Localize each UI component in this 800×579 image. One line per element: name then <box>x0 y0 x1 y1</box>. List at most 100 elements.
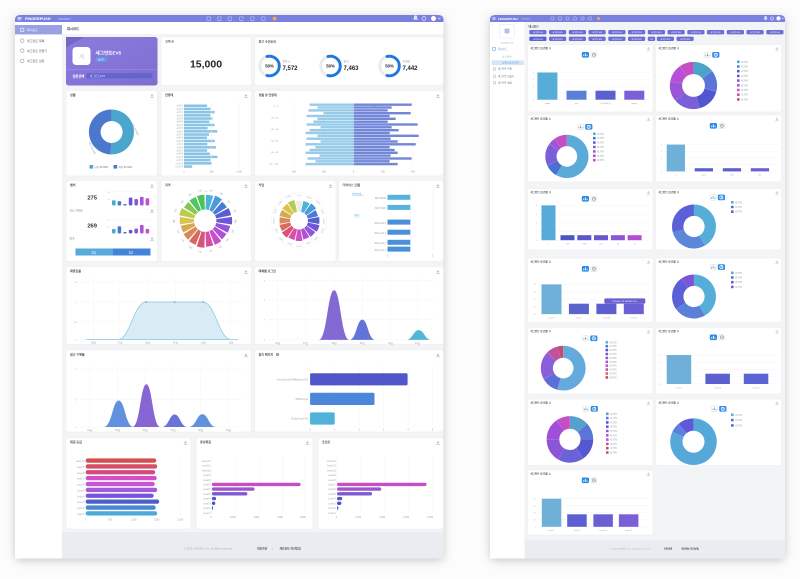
svg-text:세그먼트 EV5: 세그먼트 EV5 <box>592 38 602 41</box>
svg-text:Level 7: Level 7 <box>77 479 85 481</box>
svg-text:세그먼트 (조건별) 수: 세그먼트 (조건별) 수 <box>531 260 552 264</box>
svg-text:이메일: 이메일 <box>403 60 411 64</box>
svg-text:대시보드: 대시보드 <box>498 47 508 51</box>
svg-text:iOS: iOS <box>355 213 360 217</box>
svg-text:iPhone13,1: iPhone13,1 <box>374 250 386 252</box>
svg-text:세그먼트 EV5: 세그먼트 EV5 <box>750 31 760 34</box>
svg-text:포인트: 포인트 <box>322 439 331 444</box>
svg-text:Level 6: Level 6 <box>77 485 85 487</box>
svg-text:09월: 09월 <box>173 341 178 345</box>
svg-text:성별 및 연령대: 성별 및 연령대 <box>259 92 277 97</box>
svg-text:2: 2 <box>661 165 662 167</box>
svg-text:500: 500 <box>204 202 207 204</box>
svg-text:2.5: 2.5 <box>533 284 536 286</box>
svg-text:Level 12: Level 12 <box>625 530 632 532</box>
svg-text:접근 구매율: 접근 구매율 <box>70 352 85 357</box>
svg-text:있음: 있음 <box>92 251 97 255</box>
svg-text:Level 2: Level 2 <box>77 508 85 510</box>
svg-text:/00.jsp?code+00: /00.jsp?code+00 <box>291 419 309 421</box>
svg-text:세그먼트 EV5: 세그먼트 EV5 <box>632 31 642 34</box>
svg-text:Level 8: Level 8 <box>203 480 211 482</box>
svg-text:Level 1: Level 1 <box>203 513 211 515</box>
svg-text:2: 2 <box>536 231 537 233</box>
svg-text:세그먼트 (조건별) 수: 세그먼트 (조건별) 수 <box>659 329 680 333</box>
svg-text:세그먼트 EV5: 세그먼트 EV5 <box>533 38 543 41</box>
svg-text:0: 0 <box>533 100 534 102</box>
svg-text:iPhone15,3: iPhone15,3 <box>374 233 386 235</box>
svg-text:Level 4: Level 4 <box>77 496 85 498</box>
svg-text:0: 0 <box>659 384 660 386</box>
svg-text:세그먼트 EV5: 세그먼트 EV5 <box>572 38 582 41</box>
svg-text:500: 500 <box>210 171 215 174</box>
svg-text:Level 4: Level 4 <box>203 499 211 501</box>
svg-text:275: 275 <box>87 196 97 202</box>
svg-text:7,572: 7,572 <box>283 66 299 72</box>
svg-text:사용자 유저 분석: 사용자 유저 분석 <box>502 61 519 65</box>
svg-text:8: 8 <box>661 144 662 146</box>
svg-text:000: 000 <box>730 175 733 177</box>
svg-text:남자 48.59%: 남자 48.59% <box>95 165 110 169</box>
svg-text:세그먼트 EV5: 세그먼트 EV5 <box>711 31 721 34</box>
svg-text:SEGMENT: SEGMENT <box>58 17 71 21</box>
svg-text:2.0: 2.0 <box>533 499 536 501</box>
svg-text:0.5: 0.5 <box>533 520 536 522</box>
svg-text:07월: 07월 <box>303 341 308 345</box>
svg-text:가자: 가자 <box>650 38 654 41</box>
svg-text:2.0: 2.0 <box>533 292 536 294</box>
svg-text:Level 10: Level 10 <box>202 470 211 472</box>
svg-text:FINGERPUSH: FINGERPUSH <box>25 16 51 21</box>
svg-text:여자 50.44%: 여자 50.44% <box>119 165 134 169</box>
svg-text:Level 12: Level 12 <box>752 387 759 389</box>
svg-text:세그먼트 (조건별) 수: 세그먼트 (조건별) 수 <box>531 472 552 476</box>
svg-text:07월: 07월 <box>171 428 176 432</box>
svg-text:FINGERPUSH: FINGERPUSH <box>498 17 518 21</box>
svg-text:연령대: 연령대 <box>165 92 174 97</box>
svg-text:세그먼트 (조건별) 수: 세그먼트 (조건별) 수 <box>531 46 552 50</box>
svg-text:Level 2: Level 2 <box>203 508 211 510</box>
svg-text:세그먼트 (조건별) 수: 세그먼트 (조건별) 수 <box>531 190 552 194</box>
svg-text:세그먼트 만들기: 세그먼트 만들기 <box>27 48 47 53</box>
svg-text:50%: 50% <box>385 64 394 69</box>
svg-text:세그먼트 목록: 세그먼트 목록 <box>27 38 45 43</box>
svg-text:© 2020, WISHKY, Inc. all right: © 2020, WISHKY, Inc. all rights reserved… <box>184 547 233 551</box>
svg-text:Level 7: Level 7 <box>328 485 336 487</box>
svg-text:11월: 11월 <box>229 341 234 345</box>
svg-text:4: 4 <box>661 158 662 160</box>
svg-text:06월: 06월 <box>143 428 148 432</box>
svg-text:회원 등급: 회원 등급 <box>70 439 82 444</box>
svg-text:Level 4: Level 4 <box>328 499 336 501</box>
svg-text:10월: 10월 <box>388 341 393 345</box>
svg-text:이용약관: 이용약관 <box>257 547 268 551</box>
svg-text:Level 5: Level 5 <box>77 490 85 492</box>
svg-text:세그먼트 EV5: 세그먼트 EV5 <box>533 31 543 34</box>
svg-text:80 - 89: 80 - 89 <box>271 152 279 154</box>
svg-text:iPhone15,6: iPhone15,6 <box>374 223 386 225</box>
svg-text:Level 9: Level 9 <box>328 475 336 477</box>
svg-text:/net_jsp?code=965&utm=1234: /net_jsp?code=965&utm=1234 <box>277 379 309 382</box>
svg-text:Level 8: Level 8 <box>328 480 336 482</box>
svg-text:2,000: 2,000 <box>177 520 183 522</box>
svg-text:/965/hou.jsp: /965/hou.jsp <box>295 399 308 401</box>
svg-text:세그먼트EV5: 세그먼트EV5 <box>90 74 106 78</box>
svg-text:Level 3: Level 3 <box>328 503 336 505</box>
svg-text:11월: 11월 <box>415 341 420 345</box>
svg-text:6: 6 <box>536 214 537 216</box>
svg-text:1.0: 1.0 <box>533 307 536 309</box>
svg-text:Level 12: Level 12 <box>202 461 211 463</box>
svg-text:2,000: 2,000 <box>355 517 361 519</box>
svg-text:40: 40 <box>107 192 109 194</box>
svg-text:세그먼트 EV5: 세그먼트 EV5 <box>592 31 602 34</box>
svg-text:Level 9: Level 9 <box>574 530 580 532</box>
svg-text:Android: Android <box>352 192 362 196</box>
svg-text:Level 11: Level 11 <box>327 466 336 468</box>
svg-text:40: 40 <box>107 220 109 222</box>
svg-text:Level 8: Level 8 <box>77 473 85 475</box>
svg-text:충성회원: 충성회원 <box>200 439 211 444</box>
svg-text:Level 9: Level 9 <box>203 475 211 477</box>
svg-text:세그먼트 (조건별) 수: 세그먼트 (조건별) 수 <box>531 117 552 121</box>
svg-text:세그먼트 (조건별) 수: 세그먼트 (조건별) 수 <box>531 329 552 333</box>
svg-text:세: 세 <box>79 53 84 61</box>
svg-text:지역: 지역 <box>165 182 171 187</box>
svg-text:Level 5: Level 5 <box>328 494 336 496</box>
svg-text:2,000: 2,000 <box>297 195 302 197</box>
